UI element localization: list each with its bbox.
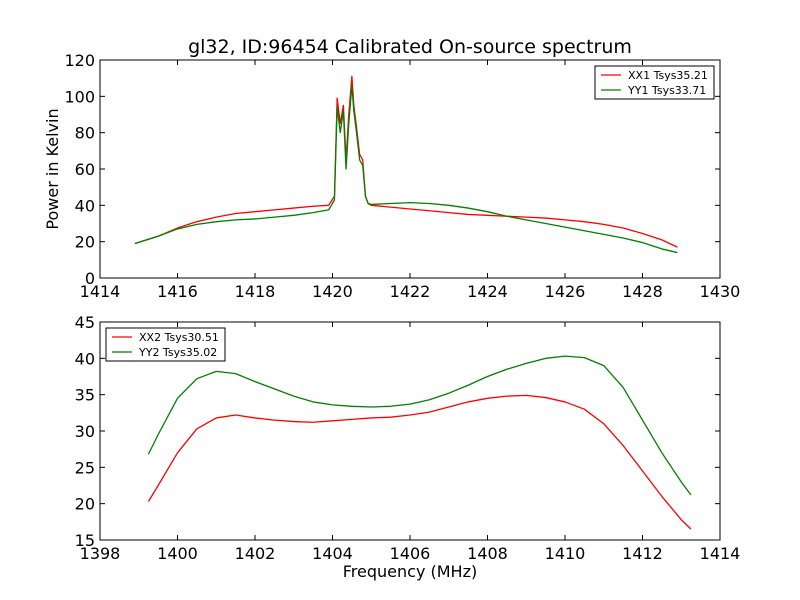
x-tick-label-0-0: 1414: [80, 282, 121, 301]
legend-label-0-1: YY1 Tsys33.71: [627, 84, 706, 97]
x-tick-label-0-1: 1416: [157, 282, 198, 301]
y-tick-label-0-0: 0: [85, 269, 95, 288]
y-tick-label-0-4: 80: [75, 124, 95, 143]
x-tick-label-0-4: 1422: [390, 282, 431, 301]
x-tick-label-1-2: 1402: [235, 544, 276, 563]
x-tick-label-0-2: 1418: [235, 282, 276, 301]
x-axis-label: Frequency (MHz): [343, 562, 477, 581]
y-tick-label-1-2: 25: [75, 458, 95, 477]
y-tick-label-0-6: 120: [64, 51, 95, 70]
x-tick-label-1-6: 1410: [545, 544, 586, 563]
bottom-plot-xx2-yy2: 1398 1400 1402 1404 1406 1408 1410 1412 1414 15 20…: [75, 313, 741, 563]
y-tick-label-1-6: 45: [75, 313, 95, 332]
y-tick-label-0-3: 60: [75, 160, 95, 179]
x-tick-label-0-5: 1424: [467, 282, 508, 301]
legend-box-1: [105, 327, 226, 362]
x-tick-label-0-6: 1426: [545, 282, 586, 301]
x-tick-label-1-8: 1414: [700, 544, 741, 563]
y-tick-label-1-1: 20: [75, 495, 95, 514]
x-tick-label-1-0: 1398: [80, 544, 121, 563]
top-plot-xx1-yy1: 1414 1416 1418 1420 1422 1424 1426 1428 1430 0 20 4…: [64, 51, 740, 301]
series-line-1-1: [147, 355, 692, 496]
x-tick-label-0-7: 1428: [622, 282, 663, 301]
y-tick-label-1-4: 35: [75, 386, 95, 405]
y-tick-label-0-5: 100: [64, 87, 95, 106]
x-tick-label-1-1: 1400: [157, 544, 198, 563]
legend-label-1-1: YY2 Tsys35.02: [138, 346, 217, 359]
y-tick-label-0-1: 20: [75, 233, 95, 252]
y-tick-label-1-0: 15: [75, 531, 95, 550]
y-tick-label-1-5: 40: [75, 349, 95, 368]
legend-label-1-0: XX2 Tsys30.51: [139, 331, 219, 344]
x-tick-label-0-3: 1420: [312, 282, 353, 301]
legend-box-0: [594, 65, 715, 100]
x-tick-label-1-3: 1404: [312, 544, 353, 563]
x-tick-label-1-7: 1412: [622, 544, 663, 563]
x-tick-label-1-5: 1408: [467, 544, 508, 563]
legend-label-0-0: XX1 Tsys35.21: [628, 69, 708, 82]
x-tick-label-1-4: 1406: [390, 544, 431, 563]
x-tick-label-0-8: 1430: [700, 282, 741, 301]
top-plot-ylabel: Power in Kelvin: [43, 108, 62, 229]
y-tick-label-1-3: 30: [75, 422, 95, 441]
figure-title: gl32, ID:96454 Calibrated On-source spec…: [188, 36, 632, 58]
series-line-0-1: [134, 84, 678, 254]
y-tick-label-0-2: 40: [75, 196, 95, 215]
series-line-1-0: [147, 394, 692, 530]
